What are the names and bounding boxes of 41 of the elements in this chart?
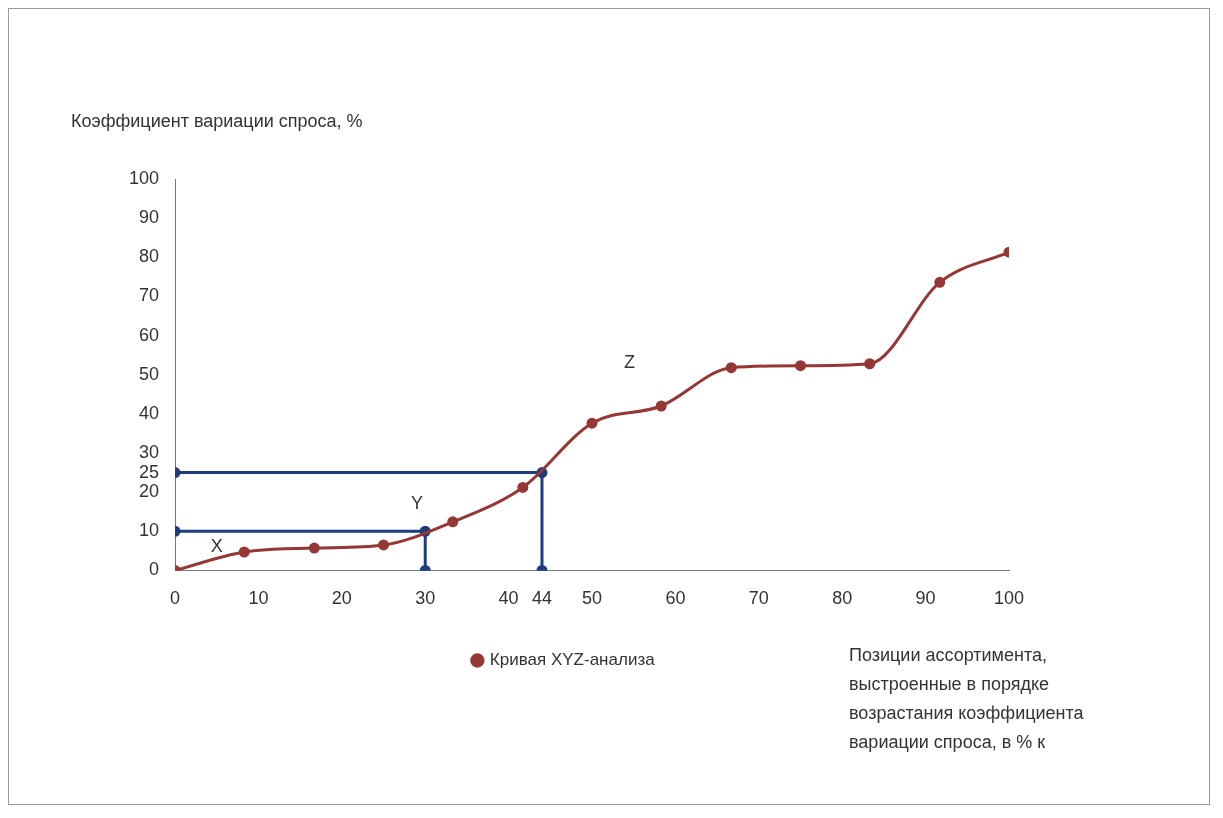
- legend-label: Кривая XYZ-анализа: [489, 650, 656, 670]
- point: [795, 360, 807, 372]
- x-tick-label: 60: [665, 588, 686, 609]
- x-tick-label: 10: [248, 588, 269, 609]
- y-axis-title: Коэффициент вариации спроса, %: [71, 111, 363, 132]
- x-tick-label: 90: [915, 588, 936, 609]
- x-tick-label: 100: [993, 588, 1025, 609]
- point: [378, 539, 390, 551]
- x-tick-label: 80: [832, 588, 853, 609]
- y-tick-label: 50: [139, 363, 160, 384]
- point: [447, 516, 459, 528]
- y-tick-label: 60: [139, 324, 160, 345]
- annotation: Y: [410, 492, 423, 513]
- y-tick-label: 40: [139, 402, 160, 423]
- y-tick-label: 20: [139, 481, 160, 502]
- x-tick-label: 50: [582, 588, 603, 609]
- x-tick-label: 0: [170, 588, 181, 609]
- x-axis-title: Позиции ассортимента, выстроенные в порядке возрастания коэффициента вариации спроса, в % к: [849, 644, 1085, 754]
- annotation: Z: [624, 351, 636, 372]
- y-tick-label: 25: [139, 461, 160, 482]
- point: [934, 276, 946, 288]
- x-tick-label: 70: [748, 588, 769, 609]
- point: [655, 400, 667, 412]
- y-tick-label: 10: [139, 520, 160, 541]
- point: [586, 417, 598, 429]
- y-tick-label: 90: [139, 207, 160, 228]
- y-tick-label: 70: [139, 285, 160, 306]
- annotation: X: [210, 535, 223, 556]
- x-tick-label: 30: [415, 588, 436, 609]
- y-tick-label: 100: [128, 167, 160, 188]
- x-tick-label: 44: [531, 588, 552, 609]
- x-tick-label: 40: [498, 588, 519, 609]
- y-tick-label: 30: [139, 441, 160, 462]
- point: [517, 481, 529, 493]
- point: [725, 362, 737, 374]
- y-tick-label: 80: [139, 246, 160, 267]
- point: [308, 542, 320, 554]
- point: [864, 358, 876, 370]
- y-tick-label: 0: [149, 559, 160, 580]
- x-tick-label: 20: [331, 588, 352, 609]
- point: [238, 546, 250, 558]
